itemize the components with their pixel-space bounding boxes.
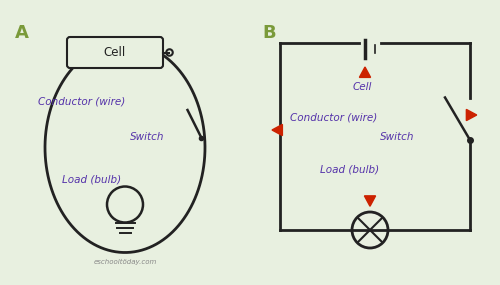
Text: Switch: Switch: [380, 132, 414, 142]
Text: Cell: Cell: [104, 46, 126, 59]
Polygon shape: [466, 109, 477, 121]
Text: eschooltöday.com: eschooltöday.com: [94, 259, 156, 265]
Text: B: B: [262, 23, 276, 42]
Text: Load (bulb): Load (bulb): [62, 174, 122, 184]
Polygon shape: [360, 67, 370, 78]
Text: Conductor (wire): Conductor (wire): [38, 97, 125, 107]
Text: Load (bulb): Load (bulb): [320, 164, 379, 174]
Text: Conductor (wire): Conductor (wire): [290, 112, 378, 122]
FancyBboxPatch shape: [67, 37, 163, 68]
Polygon shape: [272, 124, 282, 136]
Text: A: A: [15, 23, 29, 42]
Text: Switch: Switch: [130, 132, 164, 142]
Text: Cell: Cell: [353, 82, 372, 92]
Polygon shape: [364, 196, 376, 206]
